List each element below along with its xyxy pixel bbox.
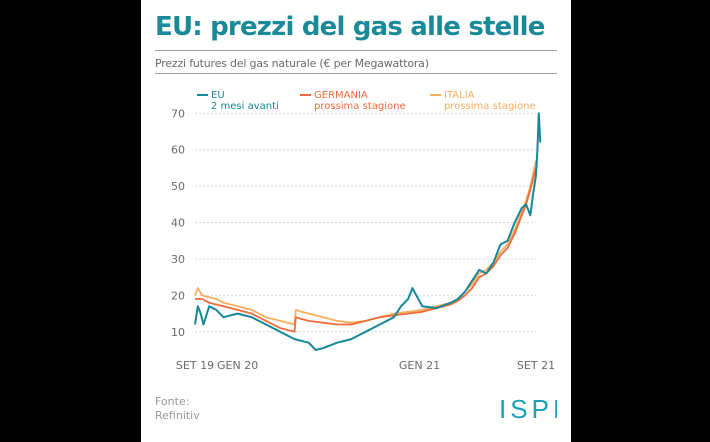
title-divider — [155, 50, 557, 51]
chart-gridlines — [195, 112, 536, 333]
legend-name-germania: GERMANIA — [314, 90, 368, 101]
y-axis-ticks: 10 20 30 40 50 60 70 — [171, 107, 185, 339]
subtitle-divider — [155, 73, 557, 74]
series-line-italia — [194, 160, 537, 326]
x-tick-label: GEN 20 — [217, 359, 258, 372]
series-line-eu — [194, 112, 542, 351]
x-tick-label: SET 19 — [176, 359, 214, 372]
page-title: EU: prezzi del gas alle stelle — [155, 12, 545, 42]
y-tick-label: 30 — [171, 253, 185, 266]
chart-card: EU: prezzi del gas alle stelle Prezzi fu… — [141, 0, 571, 442]
source-label: Fonte: — [155, 395, 190, 408]
y-tick-label: 10 — [171, 326, 185, 339]
ispi-logo: ISPI — [499, 394, 557, 423]
legend-detail-eu: 2 mesi avanti — [211, 101, 279, 112]
y-tick-label: 50 — [171, 180, 185, 193]
legend-detail-germania: prossima stagione — [314, 101, 406, 112]
logo-text: ISPI — [499, 394, 557, 423]
series-line-germania — [195, 167, 537, 333]
source-name: Refinitiv — [155, 409, 200, 422]
y-tick-label: 60 — [171, 144, 185, 157]
legend-detail-italia: prossima stagione — [444, 101, 536, 112]
y-tick-label: 20 — [171, 289, 185, 302]
x-tick-label: GEN 21 — [399, 359, 440, 372]
y-tick-label: 70 — [171, 107, 185, 120]
chart-series — [194, 112, 542, 351]
x-tick-label: SET 21 — [517, 359, 555, 372]
x-axis-ticks: SET 19 GEN 20 GEN 21 SET 21 — [176, 359, 555, 372]
y-tick-label: 40 — [171, 217, 185, 230]
legend-name-italia: ITALIA — [444, 90, 475, 101]
chart-subtitle: Prezzi futures del gas naturale (€ per M… — [155, 57, 429, 70]
source-note: Fonte: Refinitiv — [155, 395, 200, 423]
legend-name-eu: EU — [211, 90, 225, 101]
